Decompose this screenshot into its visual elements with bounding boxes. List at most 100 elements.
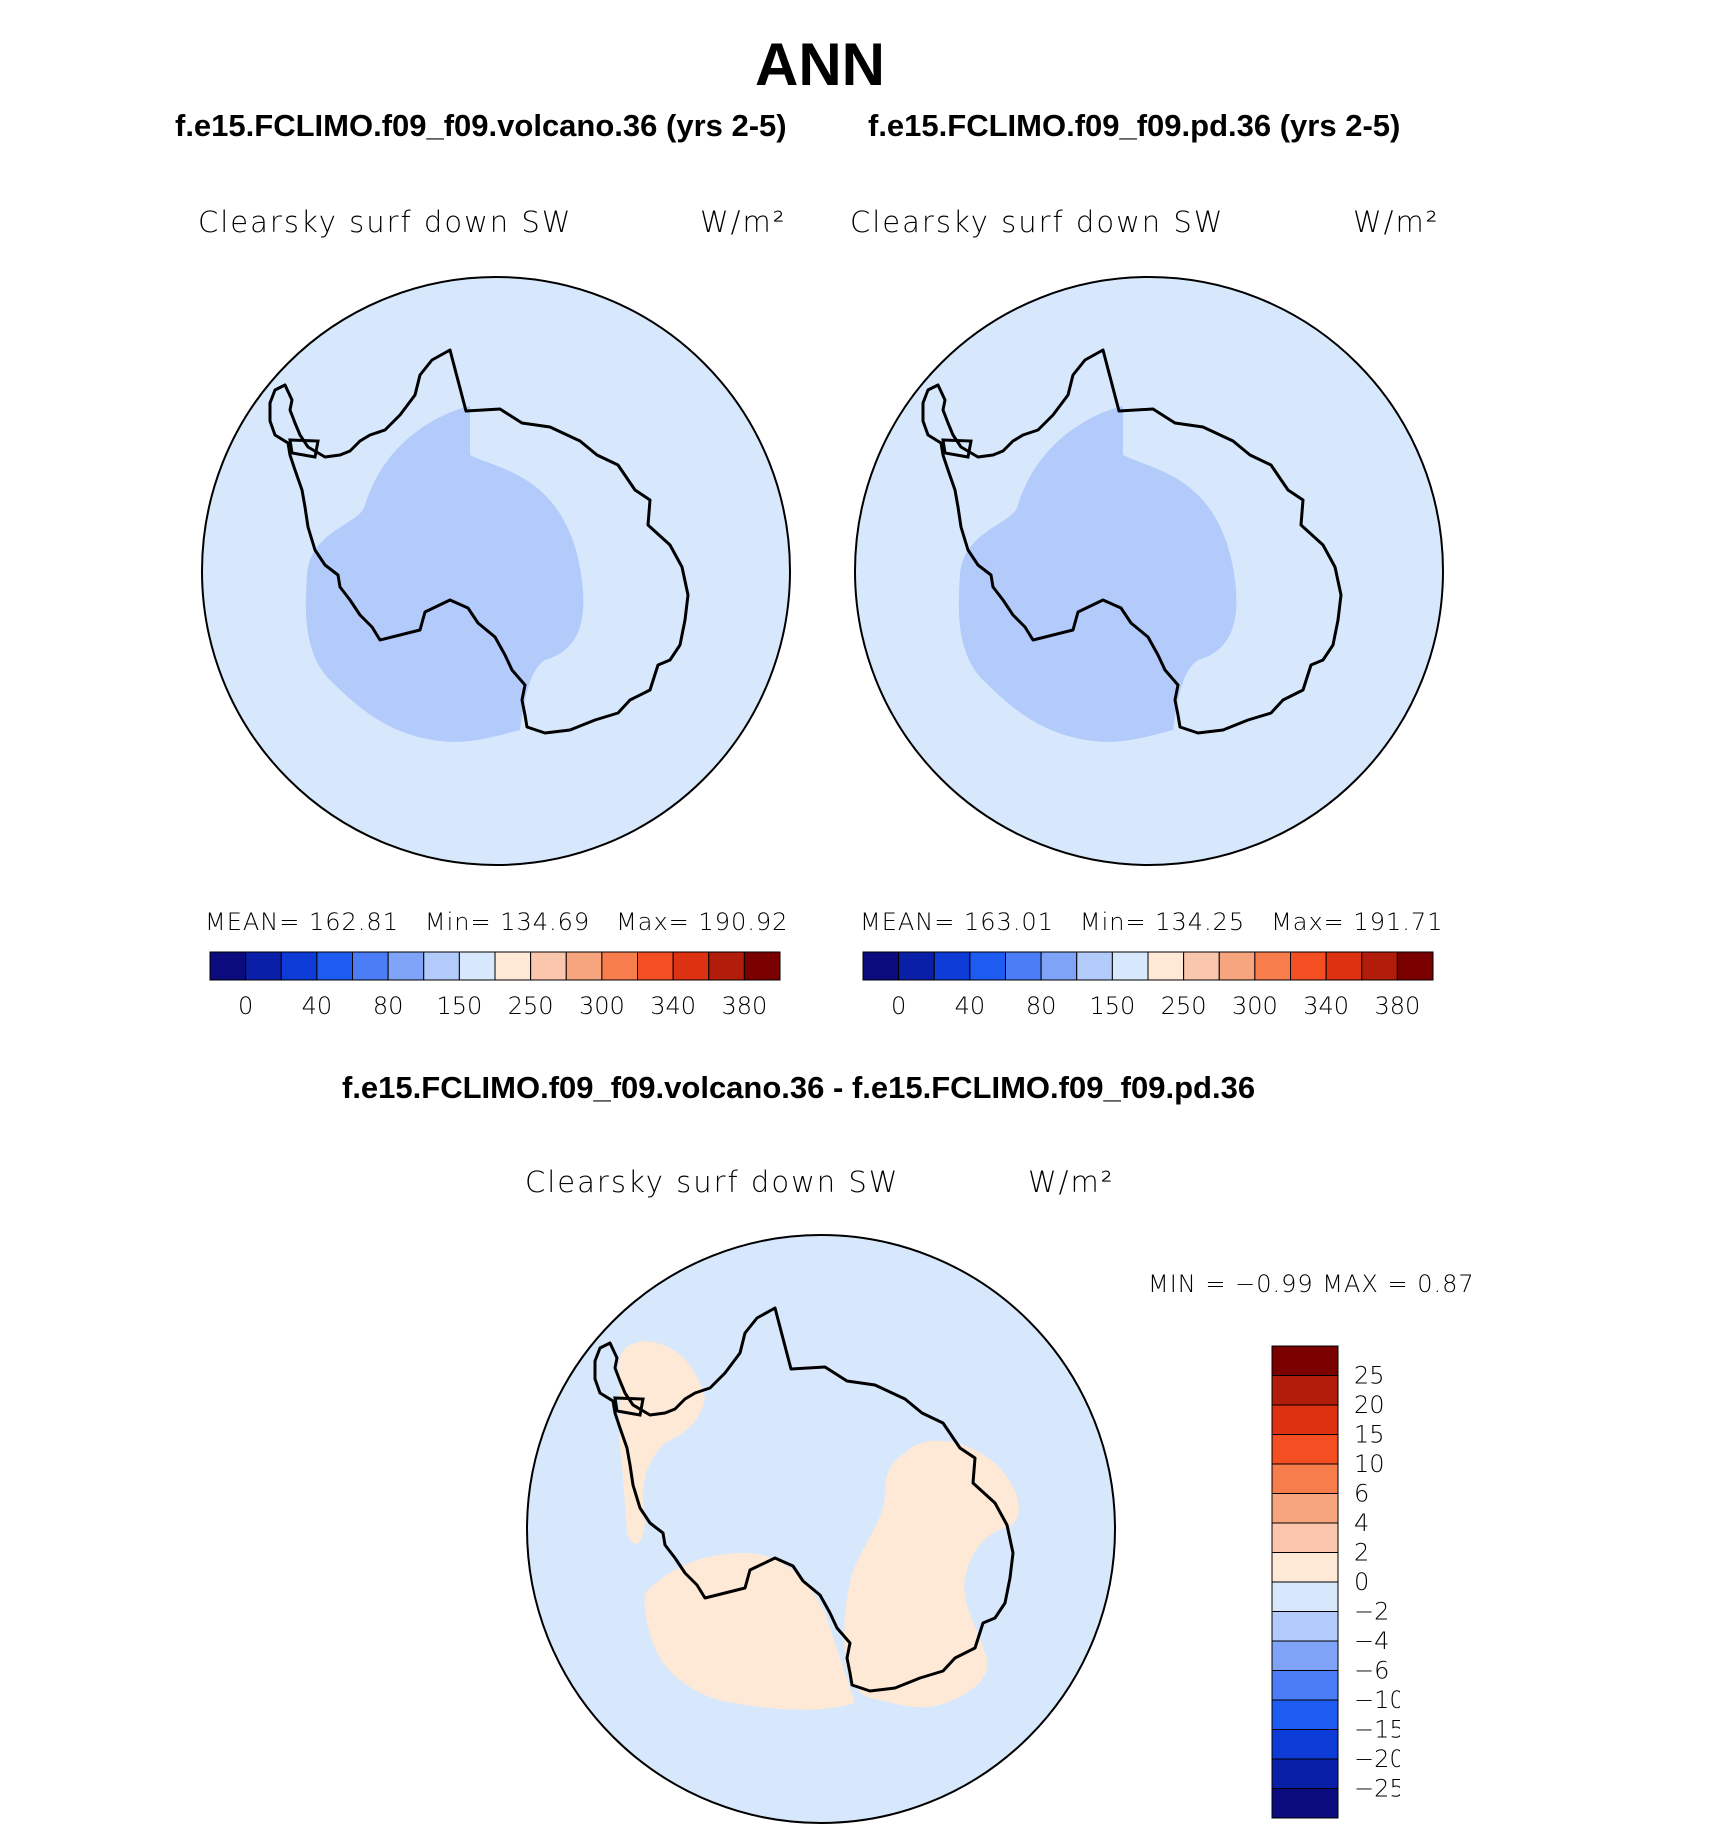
peninsula-island <box>941 438 973 459</box>
positive-diff-region-peninsula <box>618 1341 705 1544</box>
colorbar-tick-label: 250 <box>1161 992 1207 1020</box>
colorbar-tick-label: −10 <box>1354 1686 1400 1714</box>
colorbar-swatch <box>601 951 638 981</box>
positive-diff-region-west <box>644 1553 855 1710</box>
colorbar-swatch <box>898 951 935 981</box>
colorbar-swatch <box>1005 951 1042 981</box>
left-polar-map <box>201 276 791 866</box>
colorbar-tick-label: 150 <box>436 992 482 1020</box>
right-variable-label: Clearsky surf down SW <box>850 205 1225 239</box>
colorbar-swatch <box>1325 951 1363 981</box>
left-min: Min= 134.69 <box>424 908 591 936</box>
colorbar-tick-label: 380 <box>1374 992 1420 1020</box>
left-max: Max= 190.92 <box>616 908 789 936</box>
left-stats: MEAN= 162.81 Min= 134.69 Max= 190.92 <box>205 908 788 936</box>
colorbar-swatch <box>1147 951 1185 981</box>
colorbar-tick-label: 2 <box>1354 1539 1369 1567</box>
right-colorbar: 0 40 80 150 250 300 340 380 <box>862 951 1434 1020</box>
colorbar-tick-label: 380 <box>721 992 767 1020</box>
left-case-title: f.e15.FCLIMO.f09_f09.volcano.36 (yrs 2-5… <box>175 108 787 143</box>
colorbar-swatch <box>1271 1788 1339 1819</box>
colorbar-swatch <box>1396 951 1434 981</box>
colorbar-tick-label: 300 <box>1232 992 1278 1020</box>
colorbar-swatch <box>969 951 1006 981</box>
left-mean: MEAN= 162.81 <box>205 908 399 936</box>
colorbar-swatch <box>1361 951 1398 981</box>
colorbar-swatch <box>565 951 603 981</box>
colorbar-tick-label: 6 <box>1354 1480 1369 1508</box>
colorbar-tick-label: −25 <box>1354 1775 1400 1803</box>
colorbar-swatch <box>1271 1699 1339 1730</box>
figure-title: ANN <box>755 31 885 98</box>
colorbar-swatch <box>1271 1729 1339 1760</box>
difference-title: f.e15.FCLIMO.f09_f09.volcano.36 - f.e15.… <box>342 1070 1256 1105</box>
colorbar-swatch <box>1040 951 1078 981</box>
colorbar-tick-label: 80 <box>1026 992 1057 1020</box>
colorbar-swatch <box>1076 951 1113 981</box>
colorbar-tick-label: 20 <box>1354 1391 1385 1419</box>
right-mean: MEAN= 163.01 <box>860 908 1054 936</box>
colorbar-tick-label: −4 <box>1354 1627 1389 1655</box>
colorbar-tick-label: −15 <box>1354 1716 1400 1744</box>
left-colorbar: 0 40 80 150 250 300 340 380 <box>209 951 781 1020</box>
antarctica-coastline <box>593 1306 1015 1693</box>
right-units-label: W/m² <box>1353 205 1440 239</box>
colorbar-tick-label: 0 <box>238 992 253 1020</box>
colorbar-tick-label: 15 <box>1354 1421 1385 1449</box>
colorbar-swatch <box>1271 1493 1339 1524</box>
positive-diff-region-small <box>574 1718 598 1755</box>
low-shortwave-region <box>958 406 1237 742</box>
diff-units-label: W/m² <box>1028 1165 1115 1199</box>
colorbar-swatch <box>280 951 318 981</box>
colorbar-tick-label: 0 <box>1354 1568 1369 1596</box>
colorbar-tick-label: 300 <box>579 992 625 1020</box>
colorbar-swatch <box>1271 1345 1339 1376</box>
difference-polar-map <box>526 1234 1116 1824</box>
colorbar-swatch <box>494 951 532 981</box>
colorbar-swatch <box>637 951 674 981</box>
diff-variable-label: Clearsky surf down SW <box>525 1165 900 1199</box>
antarctica-coastline <box>921 348 1343 735</box>
colorbar-swatch <box>1290 951 1327 981</box>
colorbar-swatch <box>1183 951 1220 981</box>
colorbar-swatch <box>458 951 496 981</box>
colorbar-swatch <box>1271 1404 1339 1435</box>
colorbar-swatch <box>1271 1640 1339 1671</box>
colorbar-swatch <box>1271 1522 1339 1553</box>
right-min: Min= 134.25 <box>1079 908 1246 936</box>
colorbar-tick-label: 80 <box>373 992 404 1020</box>
map-boundary <box>201 276 791 866</box>
colorbar-swatch <box>743 951 781 981</box>
positive-diff-region-east <box>844 1440 1019 1708</box>
map-boundary <box>526 1234 1116 1824</box>
right-max: Max= 191.71 <box>1271 908 1444 936</box>
colorbar-swatch <box>1271 1758 1339 1789</box>
left-units-label: W/m² <box>700 205 787 239</box>
colorbar-tick-label: 340 <box>650 992 696 1020</box>
colorbar-swatch <box>1271 1463 1339 1494</box>
colorbar-swatch <box>1271 1581 1339 1612</box>
left-variable-label: Clearsky surf down SW <box>198 205 573 239</box>
diff-minmax: MIN = −0.99 MAX = 0.87 <box>1148 1270 1475 1298</box>
colorbar-swatch <box>708 951 745 981</box>
colorbar-swatch <box>1271 1611 1339 1642</box>
map-boundary <box>854 276 1444 866</box>
colorbar-swatch <box>352 951 389 981</box>
colorbar-tick-label: −20 <box>1354 1745 1400 1773</box>
low-shortwave-region <box>305 406 584 742</box>
colorbar-swatch <box>1111 951 1149 981</box>
colorbar-tick-label: 40 <box>302 992 333 1020</box>
colorbar-swatch <box>1271 1552 1339 1583</box>
right-polar-map <box>854 276 1444 866</box>
colorbar-tick-label: 340 <box>1303 992 1349 1020</box>
colorbar-swatch <box>316 951 353 981</box>
colorbar-swatch <box>862 951 900 981</box>
colorbar-tick-label: 150 <box>1089 992 1135 1020</box>
colorbar-tick-label: 25 <box>1354 1362 1385 1390</box>
ocean-field <box>527 1235 1115 1823</box>
colorbar-swatch <box>1271 1670 1339 1701</box>
right-stats: MEAN= 163.01 Min= 134.25 Max= 191.71 <box>860 908 1443 936</box>
colorbar-swatch <box>672 951 710 981</box>
colorbar-tick-label: 0 <box>891 992 906 1020</box>
antarctica-coastline <box>268 348 690 735</box>
